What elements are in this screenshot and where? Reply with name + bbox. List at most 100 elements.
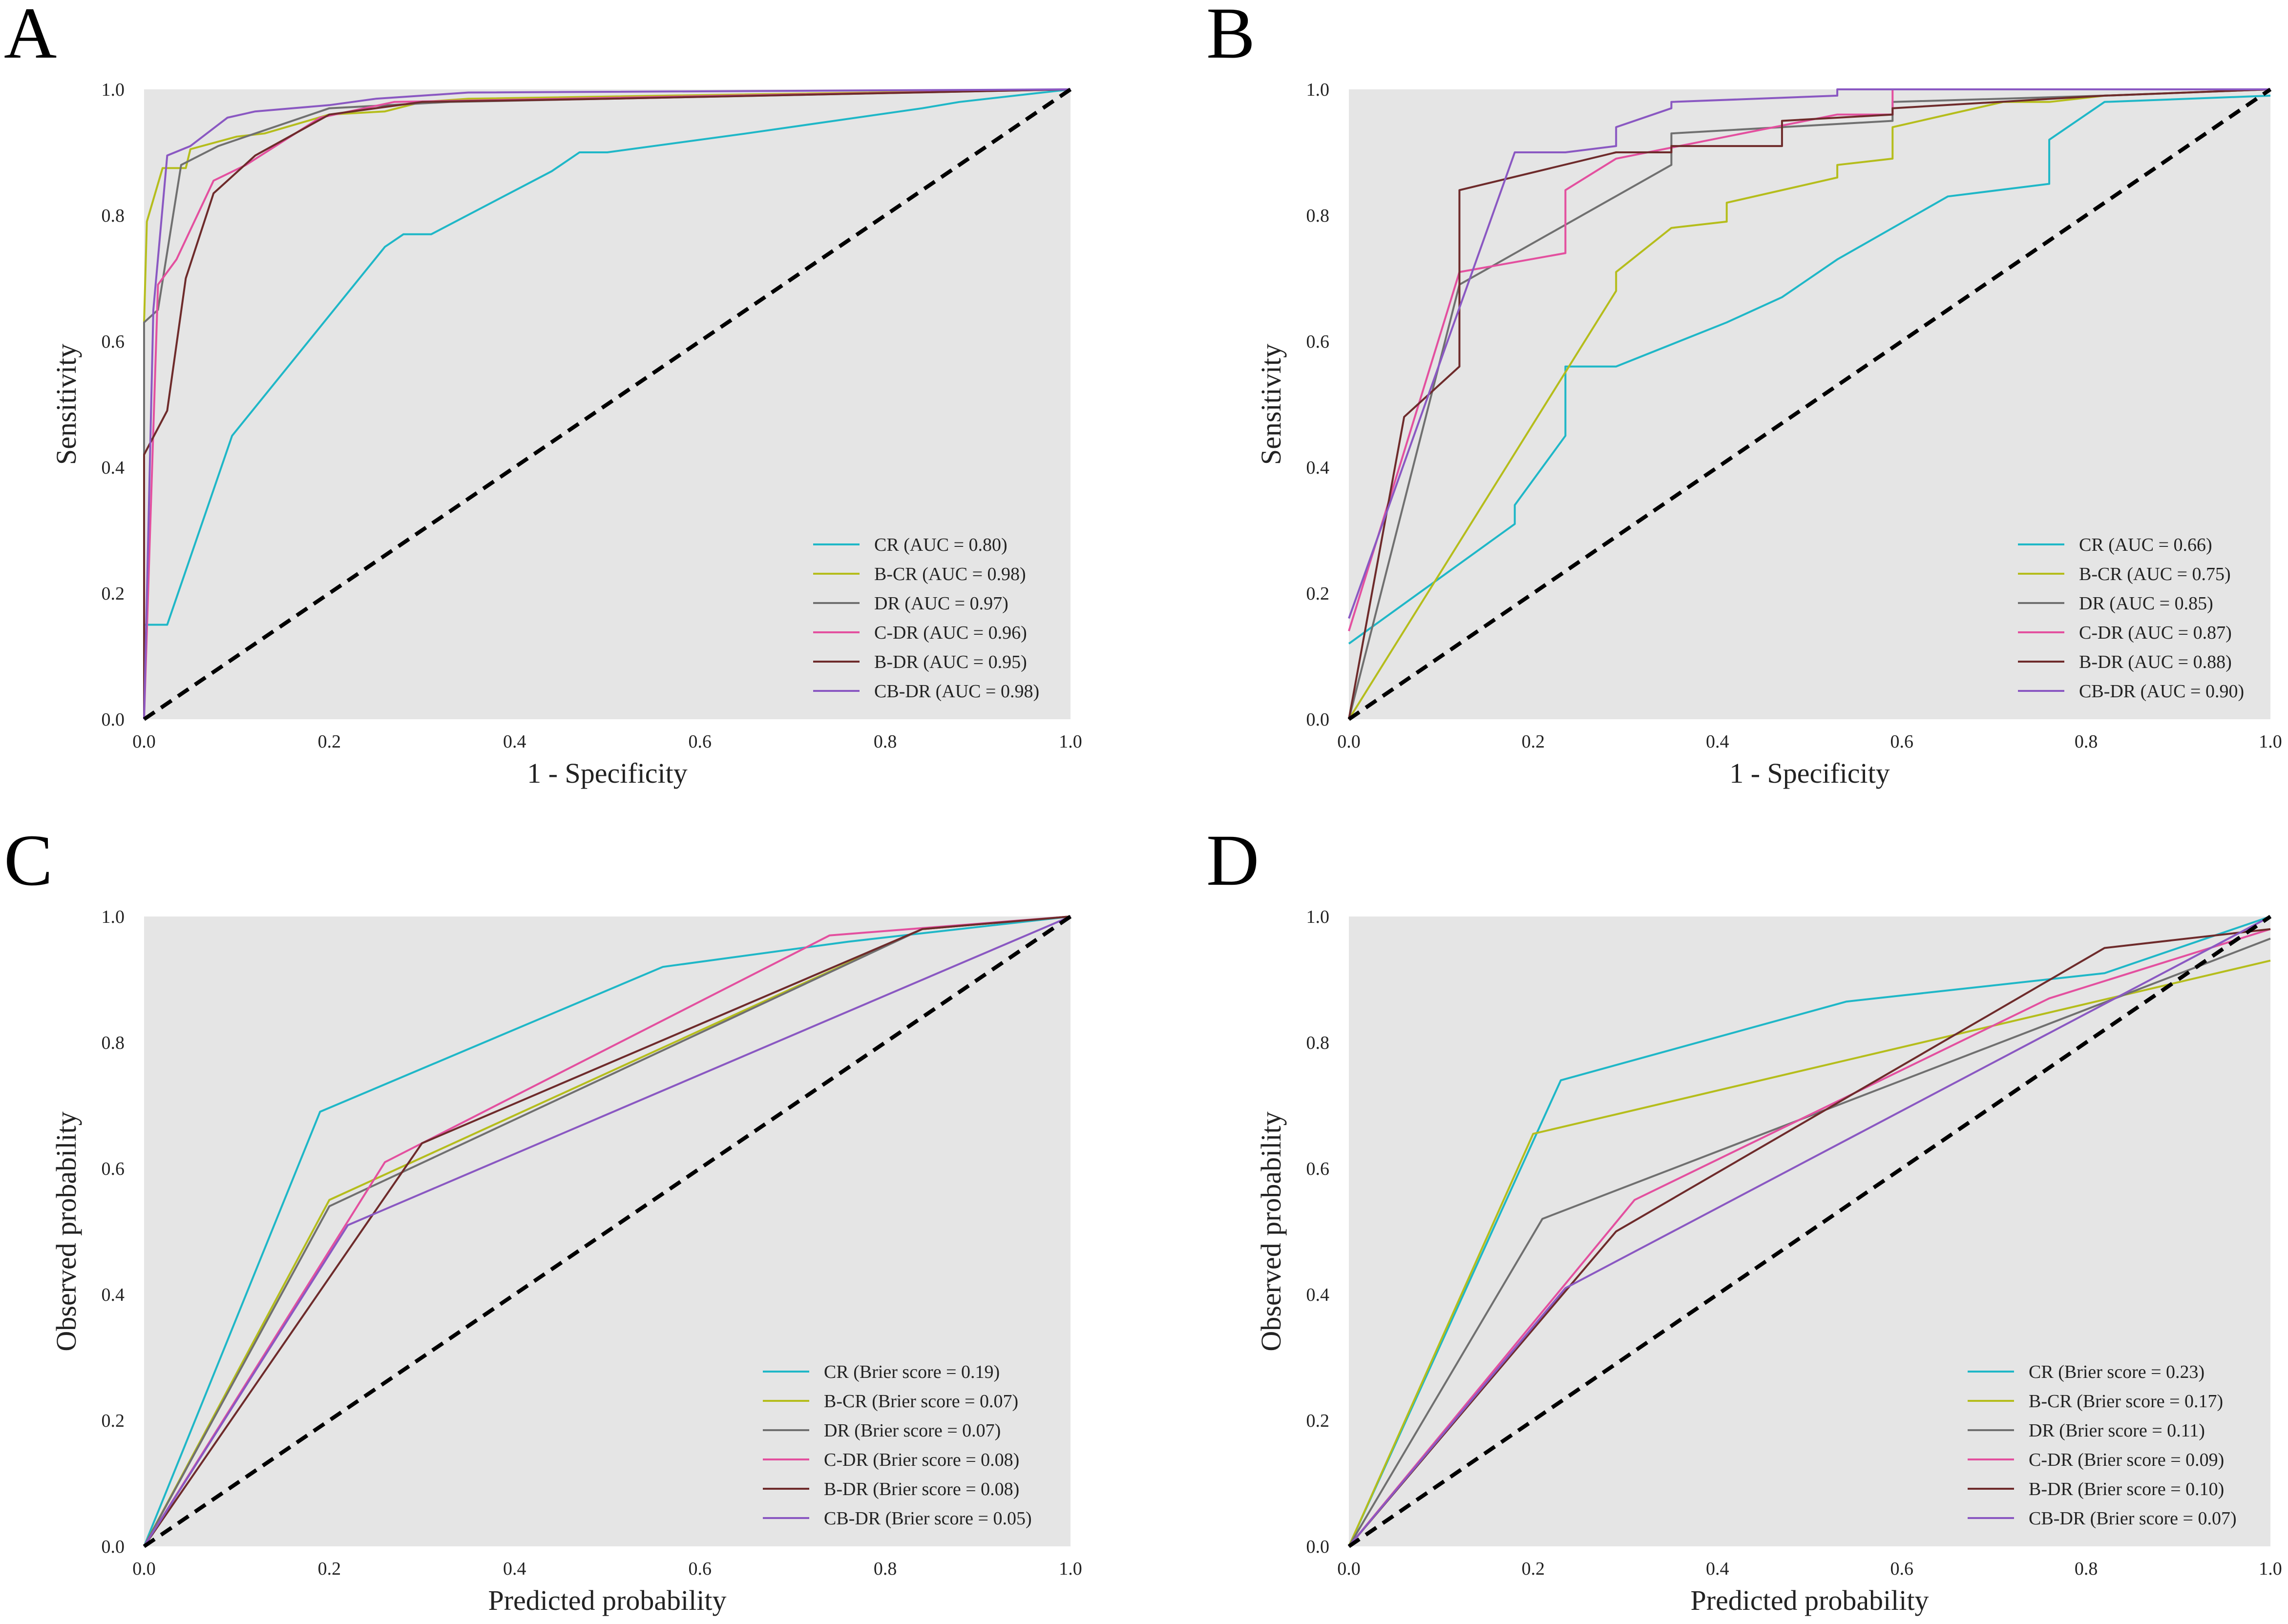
legend-label: B-DR (Brier score = 0.08)	[824, 1479, 1019, 1499]
legend: CR (Brier score = 0.23) B-CR (Brier score…	[1968, 1362, 2237, 1529]
series-line-b-dr	[143, 916, 1071, 1547]
y-axis-label: Sensitivity	[1255, 344, 1287, 465]
series-line-dr	[143, 88, 1071, 719]
y-tick-label: 0.6	[1306, 332, 1330, 352]
legend-label: CB-DR (AUC = 0.90)	[2079, 681, 2244, 702]
legend-label: B-CR (AUC = 0.75)	[2079, 564, 2231, 584]
legend-label: B-DR (AUC = 0.95)	[874, 652, 1027, 672]
x-axis-label: 1 - Specificity	[1729, 757, 1890, 789]
legend-label: DR (AUC = 0.97)	[874, 593, 1008, 614]
y-tick-label: 0.8	[102, 1033, 125, 1053]
panel-letter: A	[4, 0, 57, 74]
y-tick-label: 0.0	[102, 709, 125, 730]
x-tick-label: 0.2	[1522, 731, 1545, 752]
y-tick-label: 0.4	[102, 1285, 125, 1305]
panel-c: C 0.0 0.2 0.4 0.6 0.8 1.0 0.0 0.2 0.4 0.6 0.8 1.0 Pre…	[4, 820, 1082, 1616]
y-axis-label: Observed probability	[50, 1111, 82, 1351]
y-tick-label: 0.6	[102, 1159, 125, 1179]
y-tick-label: 1.0	[1306, 80, 1330, 100]
legend-label: CB-DR (Brier score = 0.05)	[824, 1508, 1032, 1529]
reference-diagonal-line	[143, 87, 1072, 721]
x-tick-label: 0.4	[1706, 731, 1729, 752]
legend-label: B-CR (Brier score = 0.17)	[2029, 1391, 2223, 1412]
x-axis-label: Predicted probability	[1690, 1584, 1929, 1616]
y-tick-label: 0.0	[102, 1537, 125, 1557]
legend-label: CR (Brier score = 0.23)	[2029, 1362, 2204, 1382]
legend-label: DR (Brier score = 0.11)	[2029, 1420, 2205, 1441]
x-tick-label: 0.8	[2075, 1559, 2098, 1579]
series-line-cb-dr	[143, 916, 1071, 1547]
legend-label: C-DR (Brier score = 0.09)	[2029, 1450, 2224, 1470]
legend: CR (Brier score = 0.19) B-CR (Brier score…	[763, 1362, 1032, 1529]
x-tick-label: 0.2	[318, 1559, 341, 1579]
series-line-b-dr	[143, 88, 1071, 719]
panel-letter: B	[1206, 0, 1255, 74]
series-line-b-dr	[1348, 88, 2271, 720]
x-tick-label: 0.8	[874, 1559, 897, 1579]
panel-letter: C	[4, 820, 53, 901]
x-tick-label: 1.0	[2259, 1559, 2282, 1579]
legend-label: B-CR (AUC = 0.98)	[874, 564, 1026, 584]
panel-d: D 0.0 0.2 0.4 0.6 0.8 1.0 0.0 0.2 0.4 0.6 0.8 1.0 Pre…	[1206, 820, 2282, 1616]
y-tick-label: 0.8	[102, 206, 125, 226]
y-tick-label: 1.0	[102, 80, 125, 100]
legend-label: CR (AUC = 0.66)	[2079, 535, 2212, 555]
series-line-cr	[1348, 916, 2271, 1547]
y-tick-label: 0.8	[1306, 206, 1330, 226]
series-line-b-dr	[1348, 928, 2271, 1547]
y-tick-label: 0.6	[102, 332, 125, 352]
y-tick-label: 0.8	[1306, 1033, 1330, 1053]
y-axis-label: Sensitivity	[50, 344, 82, 465]
x-axis-label: 1 - Specificity	[527, 757, 688, 789]
series-line-b-cr	[1348, 959, 2271, 1547]
y-tick-label: 1.0	[1306, 907, 1330, 927]
y-tick-label: 0.2	[102, 583, 125, 604]
series-line-b-cr	[1348, 88, 2271, 720]
y-tick-label: 0.2	[102, 1411, 125, 1431]
y-tick-label: 0.4	[1306, 1285, 1330, 1305]
legend-label: DR (AUC = 0.85)	[2079, 593, 2213, 614]
y-axis-label: Observed probability	[1255, 1111, 1287, 1351]
panel-a: A 0.0 0.2 0.4 0.6 0.8 1.0 0.0 0.2 0.4 0.6 0.8 1.0 1 -…	[4, 0, 1082, 789]
x-tick-label: 0.6	[688, 1559, 712, 1579]
series-line-dr	[1348, 937, 2271, 1547]
legend-label: CR (Brier score = 0.19)	[824, 1362, 1000, 1382]
reference-diagonal-line	[143, 915, 1072, 1548]
y-tick-label: 0.6	[1306, 1159, 1330, 1179]
x-tick-label: 0.4	[1706, 1559, 1729, 1579]
series-line-cr	[1348, 94, 2271, 645]
legend: CR (AUC = 0.66) B-CR (AUC = 0.75) DR (AUC …	[2018, 535, 2244, 702]
x-tick-label: 1.0	[1059, 731, 1082, 752]
legend-label: B-DR (AUC = 0.88)	[2079, 652, 2232, 672]
series-line-c-dr	[143, 88, 1071, 720]
y-tick-label: 1.0	[102, 907, 125, 927]
x-tick-label: 0.2	[318, 731, 341, 752]
legend-label: C-DR (AUC = 0.87)	[2079, 623, 2232, 643]
x-tick-label: 0.0	[132, 1559, 156, 1579]
series-line-cr	[144, 88, 1071, 626]
legend-label: C-DR (AUC = 0.96)	[874, 623, 1027, 643]
y-tick-label: 0.0	[1306, 709, 1330, 730]
x-tick-label: 0.4	[503, 1559, 526, 1579]
x-tick-label: 0.8	[874, 731, 897, 752]
x-tick-label: 0.6	[1890, 731, 1913, 752]
y-tick-label: 0.0	[1306, 1537, 1330, 1557]
legend-label: DR (Brier score = 0.07)	[824, 1420, 1001, 1441]
x-tick-label: 0.6	[688, 731, 712, 752]
legend-label: B-DR (Brier score = 0.10)	[2029, 1479, 2224, 1499]
panel-b: B 0.0 0.2 0.4 0.6 0.8 1.0 0.0 0.2 0.4 0.6 0.8 1.0 1 -…	[1206, 0, 2282, 789]
series-line-cb-dr	[1348, 916, 2271, 1547]
x-tick-label: 0.0	[1337, 731, 1361, 752]
y-tick-label: 0.4	[102, 458, 125, 478]
legend-label: CR (AUC = 0.80)	[874, 535, 1008, 555]
legend-label: CB-DR (AUC = 0.98)	[874, 681, 1039, 702]
x-axis-label: Predicted probability	[488, 1584, 726, 1616]
y-tick-label: 0.4	[1306, 458, 1330, 478]
x-tick-label: 1.0	[1059, 1559, 1082, 1579]
legend-label: C-DR (Brier score = 0.08)	[824, 1450, 1019, 1470]
x-tick-label: 0.0	[132, 731, 156, 752]
x-tick-label: 0.4	[503, 731, 526, 752]
legend-label: CB-DR (Brier score = 0.07)	[2029, 1508, 2237, 1529]
y-tick-label: 0.2	[1306, 583, 1330, 604]
